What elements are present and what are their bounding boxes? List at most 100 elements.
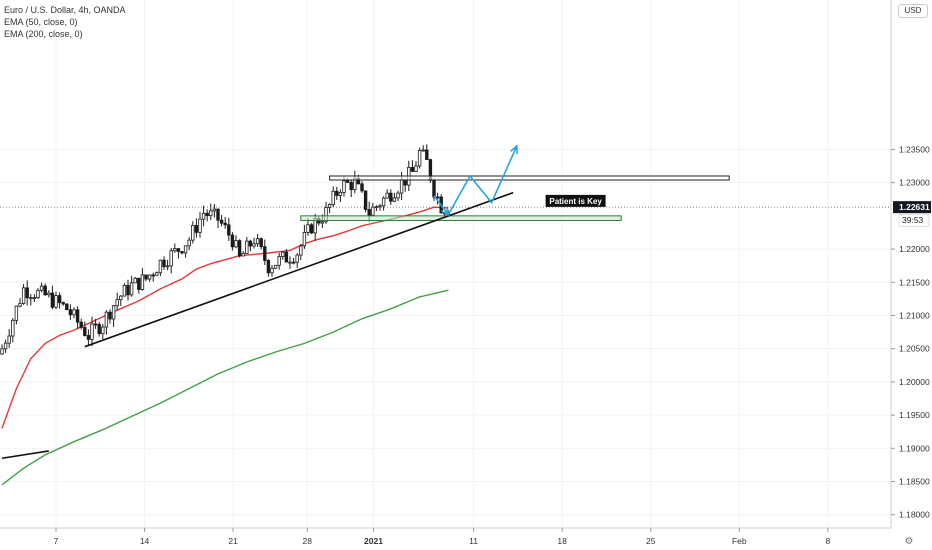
candle-body [414,165,418,172]
candle [205,209,209,222]
x-tick-label: 18 [557,536,567,546]
candle-body [140,274,145,290]
x-tick-label: 11 [469,536,478,546]
candle-body [72,309,76,316]
candle-body [39,285,44,291]
candle [187,237,191,251]
candle [147,274,152,282]
candle-body [252,243,256,247]
candle [396,190,400,202]
ema200-layer [1,289,449,486]
candle [36,288,40,299]
x-tick-label: 2021 [364,536,383,546]
main-uptrend-line [84,191,514,348]
candle-body [191,225,195,241]
candle [414,161,418,172]
x-tick-label: 14 [140,536,150,546]
x-tick-label: 8 [825,536,830,546]
y-tick-label: 1.21000 [899,310,930,320]
candle [72,307,76,319]
candle-body [363,190,368,210]
candle [270,265,274,277]
candle-body [7,335,11,344]
candle [108,309,112,324]
candle-body [36,289,40,298]
candle [122,283,127,297]
candle [306,218,310,236]
candle-body [68,309,73,316]
candle-body [266,260,271,274]
candle [68,304,73,320]
candle-body [288,261,292,264]
candle [0,344,4,355]
candle [255,233,260,247]
currency-button[interactable]: USD [898,4,928,18]
candle-body [396,192,400,199]
candle [119,295,123,306]
drawings-layer: Patient is Key [1,144,730,460]
candle-body [187,239,191,247]
candle [144,274,148,282]
candle [151,272,155,282]
candle [180,250,184,255]
candle-body [90,323,94,340]
candle-body [360,183,364,192]
candle-body [129,282,134,296]
candle [331,186,335,208]
candle [183,245,188,258]
candle-body [295,254,299,263]
candle-body [389,192,393,202]
y-tick-label: 1.18000 [899,510,930,520]
candle [216,208,220,228]
lower-left-trendline [1,450,49,460]
candle-body [417,150,422,167]
candle-body [122,284,127,297]
candle-body [284,251,289,263]
candle [65,303,69,311]
candle-body [212,208,217,212]
candle-body [183,245,188,254]
candle-body [385,192,389,199]
candle-body [392,197,397,202]
candle-body [410,167,415,172]
candle-body [137,277,141,290]
candle-body [108,311,112,320]
candle-body [83,326,87,336]
candle [363,190,368,213]
ema50-legend: EMA (50, close, 0) [4,17,78,27]
candle-body [237,240,242,257]
candle-body [79,321,83,328]
candle [410,160,415,172]
candle-body [0,348,4,355]
candle [284,248,289,263]
candle-body [277,256,281,266]
candle-body [180,251,184,254]
candle-body [241,253,245,257]
candle-body [299,245,303,256]
candle [32,294,37,303]
candle [126,279,130,301]
candle [169,248,173,274]
candle-body [25,287,29,299]
candle [349,179,353,198]
candle [219,215,224,227]
resistance-zone [329,175,730,181]
candle-body [54,295,58,308]
countdown-tag-text: 39:53 [902,215,924,225]
candle [25,280,29,306]
candle [39,282,44,293]
candle [79,318,83,330]
candle [227,217,231,241]
candle-body [216,208,220,221]
candle [230,232,235,251]
candle-body [378,205,382,208]
candle [155,271,159,276]
candle [18,298,22,308]
candle-body [435,196,440,199]
candle-body [119,295,123,301]
candle-body [291,261,296,264]
candle [335,186,339,200]
countdown-tag [898,213,930,227]
ema200-line [1,289,449,486]
